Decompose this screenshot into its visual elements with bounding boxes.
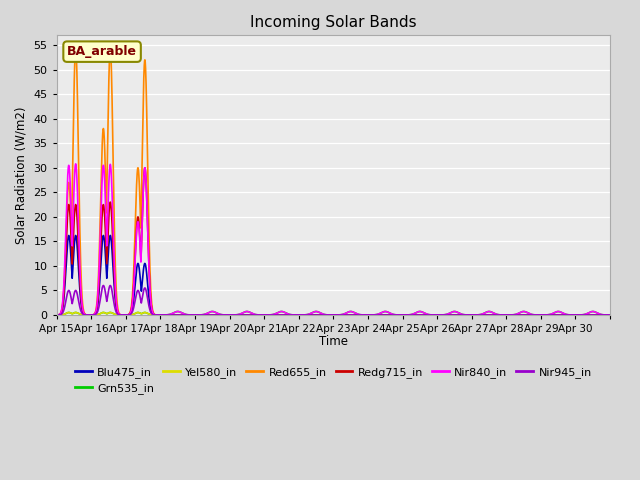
Grn535_in [168, 311, 175, 317]
Grn535_in [87, 312, 95, 318]
Line: Red655_in: Red655_in [57, 48, 610, 315]
Nir840_in [513, 312, 520, 317]
Yel580_in [486, 312, 493, 318]
Nir840_in [168, 311, 175, 317]
Nir945_in [354, 312, 362, 318]
Grn535_in [53, 312, 61, 318]
Grn535_in [513, 312, 520, 317]
Yel580_in [168, 312, 175, 318]
Redg715_in [486, 312, 493, 318]
Nir840_in [72, 161, 79, 167]
Yel580_in [384, 312, 392, 318]
Red655_in [53, 312, 61, 318]
Nir840_in [384, 309, 392, 315]
Nir945_in [486, 312, 493, 318]
Nir945_in [384, 312, 392, 318]
Redg715_in [354, 312, 362, 318]
Grn535_in [384, 309, 392, 315]
Red655_in [72, 45, 79, 50]
Blu475_in [513, 312, 520, 318]
Yel580_in [354, 312, 362, 318]
Yel580_in [513, 312, 520, 318]
Title: Incoming Solar Bands: Incoming Solar Bands [250, 15, 417, 30]
Redg715_in [141, 165, 148, 171]
Line: Blu475_in: Blu475_in [57, 236, 610, 315]
Redg715_in [606, 312, 614, 318]
Grn535_in [354, 312, 362, 317]
Blu475_in [168, 312, 175, 318]
Blu475_in [53, 312, 61, 318]
Redg715_in [527, 312, 534, 318]
Line: Yel580_in: Yel580_in [57, 312, 610, 315]
Redg715_in [168, 312, 175, 318]
Blu475_in [157, 312, 164, 318]
Blu475_in [486, 312, 493, 318]
Nir945_in [106, 283, 114, 288]
Grn535_in [174, 309, 182, 314]
Nir945_in [513, 312, 520, 318]
Red655_in [527, 312, 534, 318]
Nir945_in [157, 312, 164, 318]
Text: BA_arable: BA_arable [67, 45, 137, 58]
Red655_in [168, 312, 175, 318]
Line: Grn535_in: Grn535_in [57, 312, 610, 315]
Redg715_in [157, 312, 164, 318]
Nir945_in [527, 312, 534, 318]
Y-axis label: Solar Radiation (W/m2): Solar Radiation (W/m2) [15, 107, 28, 244]
Redg715_in [53, 312, 61, 318]
Red655_in [513, 312, 520, 318]
Yel580_in [72, 310, 79, 315]
Nir840_in [53, 312, 61, 318]
Red655_in [384, 312, 392, 318]
Yel580_in [606, 312, 614, 318]
Line: Nir840_in: Nir840_in [57, 164, 610, 315]
Yel580_in [527, 312, 534, 318]
Grn535_in [606, 312, 614, 318]
Blu475_in [606, 312, 614, 318]
Nir945_in [53, 312, 61, 318]
Legend: Blu475_in, Grn535_in, Yel580_in, Red655_in, Redg715_in, Nir840_in, Nir945_in: Blu475_in, Grn535_in, Yel580_in, Red655_… [70, 362, 596, 399]
Nir945_in [606, 312, 614, 318]
Red655_in [486, 312, 493, 318]
Red655_in [354, 312, 362, 318]
Blu475_in [527, 312, 534, 318]
Nir840_in [157, 312, 164, 318]
Yel580_in [157, 312, 164, 318]
Nir840_in [527, 312, 534, 317]
Blu475_in [72, 233, 79, 239]
Blu475_in [354, 312, 362, 318]
Red655_in [606, 312, 614, 318]
Nir840_in [606, 312, 614, 318]
Nir945_in [168, 312, 175, 318]
Grn535_in [527, 312, 534, 317]
Nir840_in [486, 309, 493, 314]
Red655_in [157, 312, 164, 318]
Blu475_in [384, 312, 392, 318]
Grn535_in [486, 309, 493, 314]
Redg715_in [384, 312, 392, 318]
Line: Nir945_in: Nir945_in [57, 286, 610, 315]
X-axis label: Time: Time [319, 336, 348, 348]
Nir840_in [354, 312, 362, 317]
Yel580_in [53, 312, 61, 318]
Line: Redg715_in: Redg715_in [57, 168, 610, 315]
Redg715_in [513, 312, 520, 318]
